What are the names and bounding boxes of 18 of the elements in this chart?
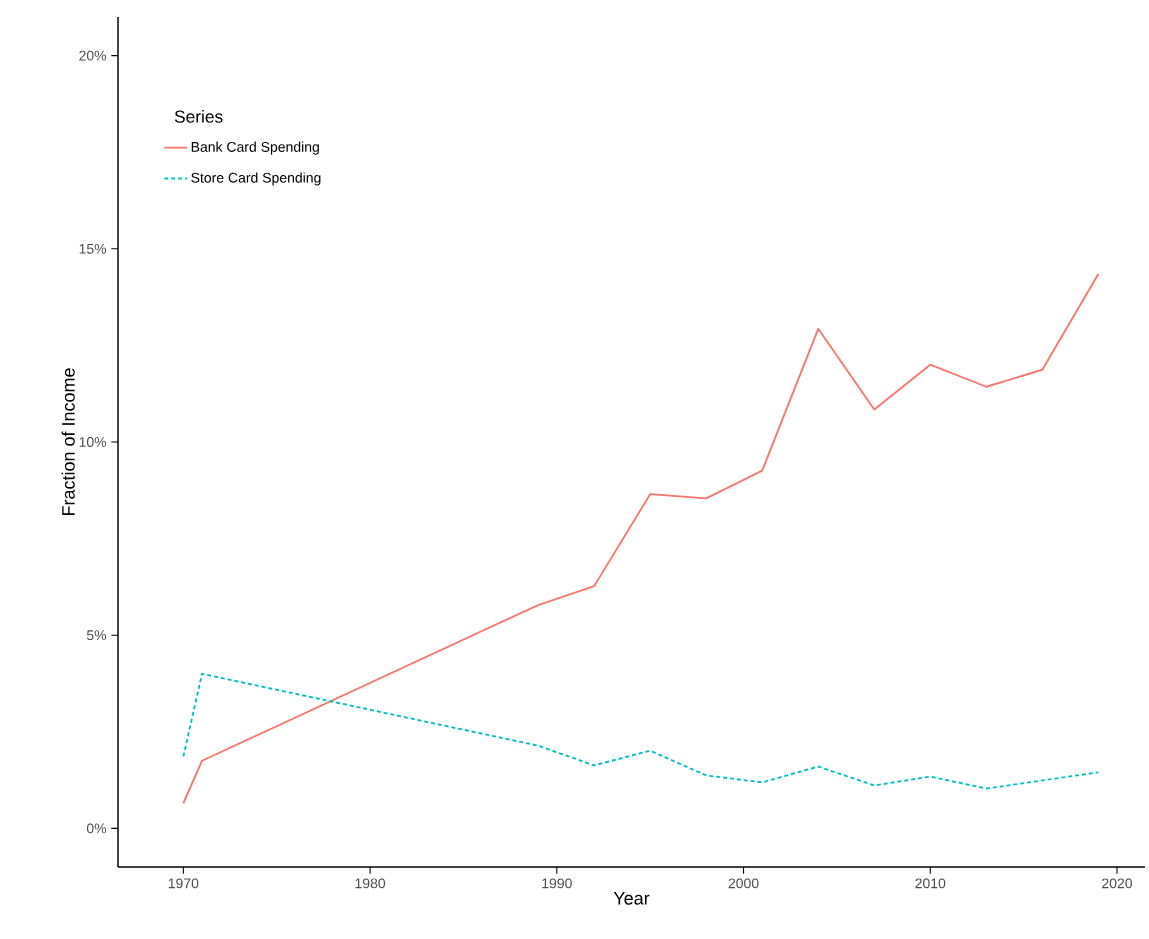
x-tick-label: 1980	[355, 878, 386, 889]
x-axis-title: Year	[613, 892, 650, 905]
y-axis-title: Fraction of Income	[61, 368, 75, 516]
y-tick-label: 20%	[79, 50, 107, 61]
y-tick-label: 15%	[79, 243, 107, 254]
x-tick-label: 2010	[915, 878, 946, 889]
y-tick-label: 10%	[79, 437, 107, 447]
x-tick-label: 2020	[1102, 878, 1133, 889]
line-series	[182, 672, 1100, 790]
y-tick-label: 5%	[86, 630, 107, 641]
legend-title: Series	[174, 110, 223, 123]
line-series	[182, 272, 1100, 805]
x-tick-label: 1990	[542, 878, 572, 889]
legend-label: Bank Card Spending	[191, 141, 319, 155]
y-tick-label: 0%	[86, 823, 107, 834]
x-tick-label: 1970	[168, 878, 199, 889]
x-tick-label: 2000	[728, 878, 759, 889]
legend-label: Store Card Spending	[191, 172, 321, 186]
